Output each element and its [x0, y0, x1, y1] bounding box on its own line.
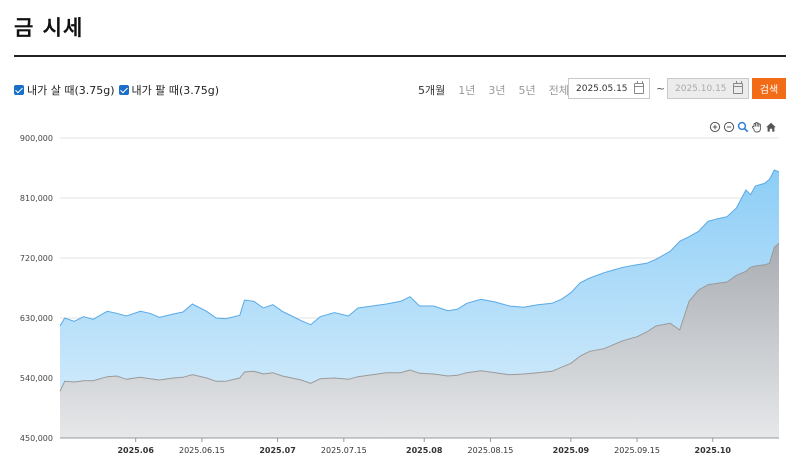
x-tick-label: 2025.08.15 — [468, 446, 514, 455]
pan-hand-icon[interactable] — [751, 121, 763, 133]
sell-checkbox[interactable] — [118, 85, 129, 95]
legend-label-sell: 내가 팔 때(3.75g) — [131, 84, 220, 97]
y-tick-label: 450,000 — [20, 434, 53, 443]
sell-price-area — [60, 243, 779, 438]
search-button[interactable]: 검색 — [752, 78, 786, 99]
buy-price-line — [59, 169, 780, 327]
tab-5-years[interactable]: 5년 — [518, 84, 536, 97]
calendar-icon[interactable] — [733, 81, 743, 94]
axes: 450,000 540,000 630,000 720,000 810,000 900,0… — [20, 134, 779, 455]
page-title: 금 시세 — [14, 16, 84, 40]
zoom-in-icon[interactable] — [709, 121, 721, 133]
start-date-input[interactable]: 2025.05.15 — [568, 78, 650, 99]
tab-1-year[interactable]: 1년 — [458, 84, 476, 97]
zoom-select-icon[interactable] — [737, 121, 749, 133]
x-tick-label: 2025.06 — [117, 446, 154, 455]
y-tick-label: 810,000 — [20, 194, 53, 203]
tab-3-years[interactable]: 3년 — [488, 84, 506, 97]
y-tick-label: 540,000 — [20, 374, 53, 383]
tab-5-months[interactable]: 5개월 — [418, 84, 446, 97]
legend-item-sell[interactable]: 내가 팔 때(3.75g) — [118, 82, 220, 98]
date-range-separator: ~ — [656, 82, 666, 95]
title-divider — [14, 55, 786, 57]
end-date-input[interactable]: 2025.10.15 — [667, 78, 749, 99]
x-tick-label: 2025.08 — [406, 446, 443, 455]
x-tick-label: 2025.10 — [695, 446, 732, 455]
legend: 내가 살 때(3.75g) 내가 팔 때(3.75g) — [14, 82, 223, 98]
x-tick-label: 2025.09.15 — [614, 446, 660, 455]
x-tick-label: 2025.09 — [553, 446, 590, 455]
series-areas — [59, 169, 780, 438]
zoom-out-icon[interactable] — [723, 121, 735, 133]
y-tick-label: 630,000 — [20, 314, 53, 323]
x-tick-label: 2025.07 — [259, 446, 295, 455]
sell-price-line — [59, 242, 780, 392]
reset-home-icon[interactable] — [765, 121, 777, 133]
chart-toolbar — [709, 121, 779, 133]
legend-label-buy: 내가 살 때(3.75g) — [27, 84, 115, 97]
y-tick-label: 900,000 — [20, 134, 53, 143]
y-tick-label: 720,000 — [20, 254, 53, 263]
period-tabs: 5개월 1년 3년 5년 전체 — [418, 82, 582, 98]
legend-item-buy[interactable]: 내가 살 때(3.75g) — [14, 82, 115, 98]
buy-checkbox[interactable] — [14, 85, 24, 95]
start-date-value: 2025.05.15 — [576, 83, 628, 94]
end-date-value: 2025.10.15 — [675, 83, 727, 94]
x-tick-label: 2025.06.15 — [179, 446, 225, 455]
calendar-icon[interactable] — [634, 81, 644, 94]
gold-price-chart: 450,000 540,000 630,000 720,000 810,000 900,0… — [20, 134, 780, 455]
x-tick-label: 2025.07.15 — [321, 446, 367, 455]
tab-all[interactable]: 전체 — [548, 84, 569, 97]
